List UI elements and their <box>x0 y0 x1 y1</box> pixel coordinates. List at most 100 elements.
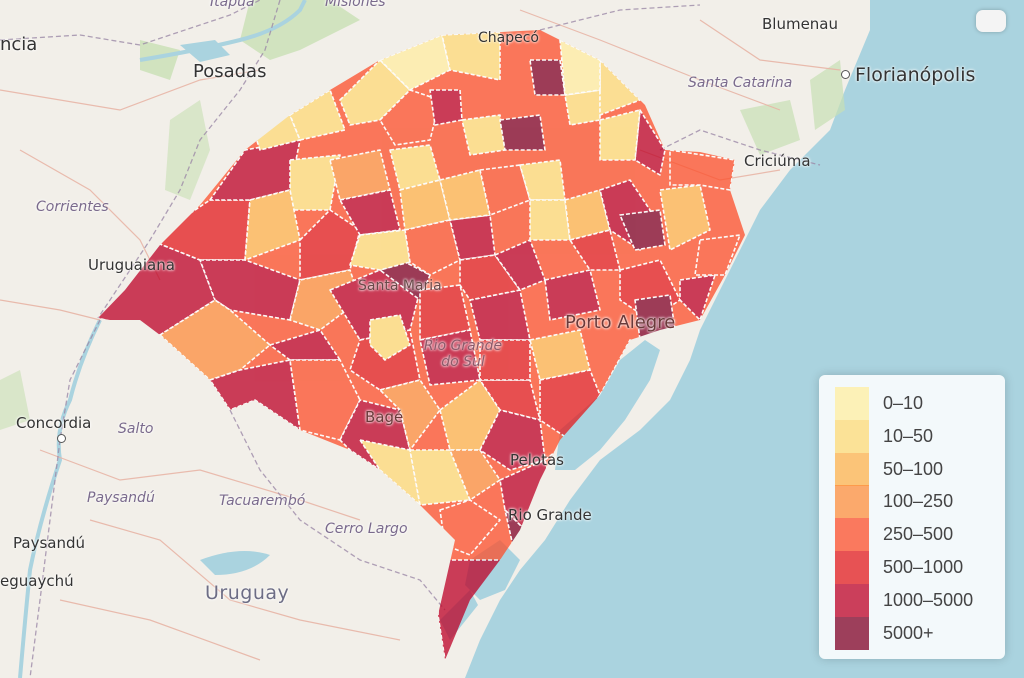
municipality-region[interactable] <box>419 329 481 386</box>
municipality-region[interactable] <box>149 199 251 261</box>
municipality-region[interactable] <box>461 114 506 156</box>
legend-label: 250–500 <box>883 524 954 545</box>
municipality-region[interactable] <box>369 314 411 361</box>
forest-area <box>740 100 800 155</box>
legend-label: 100–250 <box>883 491 954 512</box>
municipality-region[interactable] <box>339 189 401 236</box>
legend-item: 250–500 <box>835 518 954 552</box>
municipality-region[interactable] <box>469 289 531 341</box>
legend-swatch <box>835 452 869 486</box>
admin-borders <box>0 0 821 678</box>
municipality-region[interactable] <box>559 39 601 96</box>
legend-swatch <box>835 583 869 617</box>
municipality-region[interactable] <box>349 229 411 271</box>
municipality-region[interactable] <box>379 89 441 146</box>
forest-area <box>165 100 210 200</box>
municipality-region[interactable] <box>399 179 451 231</box>
city-label: Paysandú <box>13 534 85 552</box>
municipality-region[interactable] <box>379 379 441 451</box>
legend-item: 5000+ <box>835 616 934 650</box>
municipality-region[interactable] <box>544 269 601 321</box>
region-label: Rio Grande do Sul <box>423 338 503 370</box>
legend: 0–10 10–50 50–100 100–250 250–500 500–1000 100… <box>819 375 1005 659</box>
legend-item: 100–250 <box>835 485 954 519</box>
region-label: Salto <box>118 421 154 437</box>
legend-swatch <box>835 387 869 420</box>
layers-toggle-button[interactable] <box>976 10 1006 32</box>
legend-label: 50–100 <box>883 458 944 479</box>
forest-area <box>240 0 360 60</box>
city-label: Santa Maria <box>358 278 442 294</box>
legend-label: 10–50 <box>883 425 934 446</box>
region-label: Itapúa <box>210 0 255 10</box>
municipality-region[interactable] <box>429 89 463 126</box>
municipality-region[interactable] <box>499 114 546 151</box>
legend-label: 1000–5000 <box>883 589 974 610</box>
municipality-region[interactable] <box>694 234 741 276</box>
legend-item: 0–10 <box>835 387 923 420</box>
municipality-region[interactable] <box>404 219 461 276</box>
forest-area <box>140 40 180 80</box>
region-label: Santa Catarina <box>688 75 793 91</box>
city-label: Rio Grande <box>508 506 592 524</box>
legend-item: 1000–5000 <box>835 583 974 617</box>
city-label: Criciúma <box>744 152 811 170</box>
municipality-region[interactable] <box>634 294 676 341</box>
lagoon <box>555 340 660 470</box>
municipality-region[interactable] <box>479 164 531 216</box>
city-marker <box>57 434 66 443</box>
city-label: Chapecó <box>478 30 539 46</box>
legend-item: 50–100 <box>835 452 944 486</box>
region-label: Tacuarembó <box>219 493 306 509</box>
legend-label: 500–1000 <box>883 557 964 577</box>
city-label: Concordia <box>16 414 92 432</box>
city-label: Uruguaiana <box>88 256 175 274</box>
municipality-region[interactable] <box>564 89 601 126</box>
municipality-region[interactable] <box>619 209 666 251</box>
city-label: ncia <box>0 34 38 55</box>
river <box>18 319 102 678</box>
forest-area <box>810 60 845 130</box>
city-label: Pelotas <box>510 451 564 469</box>
municipality-region[interactable] <box>599 109 641 161</box>
reservoir <box>180 40 230 62</box>
city-label: Florianópolis <box>855 64 976 86</box>
municipality-region[interactable] <box>459 254 521 301</box>
legend-swatch <box>835 518 869 552</box>
legend-item: 10–50 <box>835 419 934 453</box>
legend-swatch <box>835 616 869 650</box>
region-label: Paysandú <box>87 490 155 506</box>
legend-swatch <box>835 419 869 453</box>
municipality-region[interactable] <box>209 139 301 201</box>
municipality-region[interactable] <box>479 409 546 471</box>
region-label: Misiones <box>325 0 386 10</box>
municipality-region[interactable] <box>269 329 341 361</box>
municipality-region[interactable] <box>529 59 566 96</box>
city-label: eguaychú <box>0 572 74 590</box>
municipality-region[interactable] <box>634 109 666 176</box>
legend-swatch <box>835 551 869 584</box>
region-label: Cerro Largo <box>325 521 408 537</box>
legend-swatch <box>835 485 869 519</box>
municipality-region[interactable] <box>569 229 621 271</box>
municipality-region[interactable] <box>529 199 571 241</box>
country-label: Uruguay <box>205 582 290 604</box>
city-label: Posadas <box>193 61 267 82</box>
municipality-region[interactable] <box>669 149 736 191</box>
municipality-region[interactable] <box>659 184 711 251</box>
legend-label: 5000+ <box>883 622 934 643</box>
river <box>139 0 307 62</box>
road-network <box>0 9 841 661</box>
municipality-region[interactable] <box>479 339 531 381</box>
municipality-region[interactable] <box>389 144 441 191</box>
region-label: Corrientes <box>36 199 109 215</box>
city-label: Blumenau <box>762 15 839 33</box>
municipality-region[interactable] <box>679 274 716 321</box>
city-marker <box>841 70 850 79</box>
city-label: Porto Alegre <box>565 312 676 333</box>
legend-label: 0–10 <box>883 393 924 413</box>
municipality-region[interactable] <box>359 439 421 506</box>
reservoir <box>200 551 270 575</box>
municipality-region[interactable] <box>564 189 611 241</box>
